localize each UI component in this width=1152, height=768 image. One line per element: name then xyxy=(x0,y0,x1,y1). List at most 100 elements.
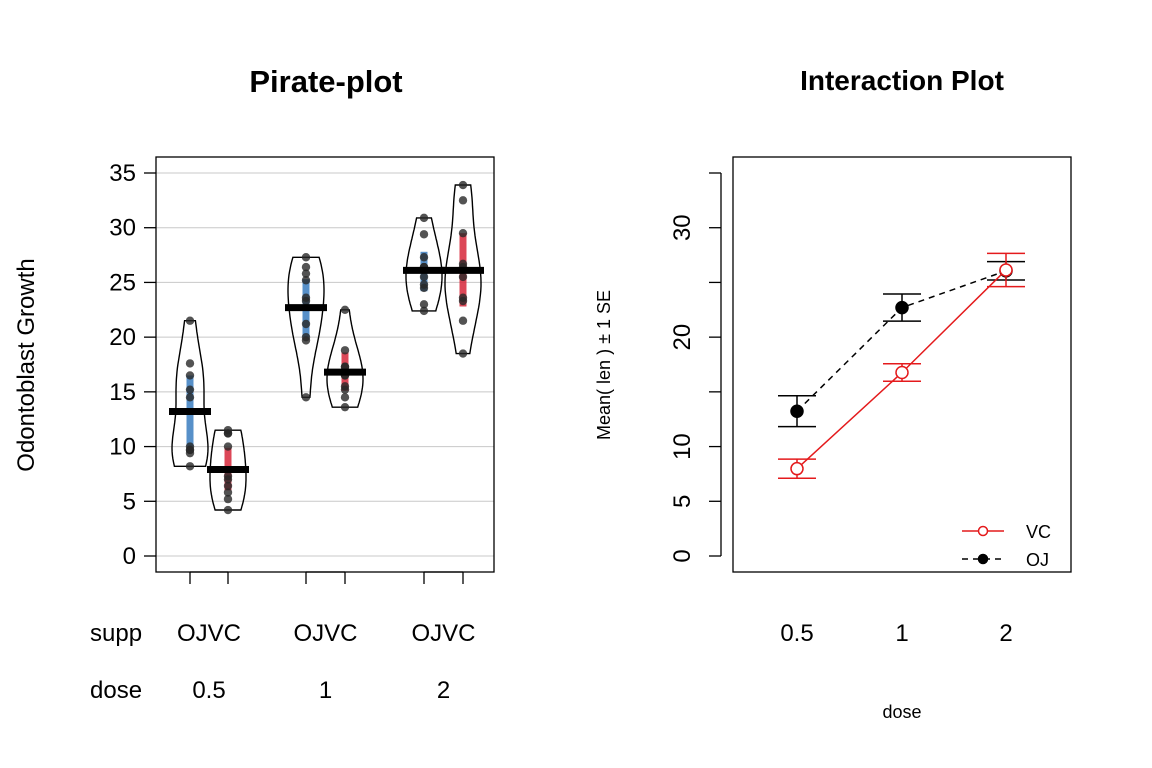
data-point xyxy=(301,319,311,329)
pirate-plot-group-labels: OJVC 0.5 OJVC 1 OJVC 2 xyxy=(177,620,476,704)
data-point xyxy=(419,306,429,316)
data-point xyxy=(185,359,195,368)
legend-marker xyxy=(977,525,989,537)
data-point xyxy=(223,505,233,515)
data-point xyxy=(419,272,429,282)
data-point xyxy=(185,385,195,394)
data-point xyxy=(419,300,429,309)
dose-group-label: 2 xyxy=(437,677,450,704)
y-tick-label: 5 xyxy=(669,495,696,508)
data-point xyxy=(340,393,350,402)
y-tick-label: 15 xyxy=(109,379,136,406)
data-point xyxy=(185,316,195,325)
pirate-plot-y-axis: 0 5 10 15 20 25 30 35 xyxy=(109,160,156,570)
data-point xyxy=(458,228,468,238)
interaction-plot-title: Interaction Plot xyxy=(800,65,1004,96)
series-vc xyxy=(778,252,1025,479)
data-point xyxy=(340,382,350,391)
interaction-plot-panel: Interaction Plot Mean( len ) ± 1 SE dose… xyxy=(594,65,1072,722)
data-point xyxy=(223,481,233,491)
data-point xyxy=(419,230,429,239)
data-point xyxy=(185,462,195,471)
data-point xyxy=(895,300,909,315)
dose-group-label: 1 xyxy=(319,677,332,704)
y-tick-label: 10 xyxy=(109,434,136,461)
supp-row-label: supp xyxy=(90,620,142,647)
data-point xyxy=(419,213,429,223)
data-point xyxy=(301,276,311,285)
data-point xyxy=(185,371,195,380)
supp-group-label: OJVC xyxy=(411,620,475,647)
legend-label: OJ xyxy=(1026,550,1049,570)
pirate-plot-beans xyxy=(169,180,484,515)
interaction-plot-legend: VC OJ xyxy=(962,522,1051,570)
data-point xyxy=(340,402,350,412)
dose-group-label: 0.5 xyxy=(192,677,225,704)
data-point xyxy=(301,293,311,302)
data-point xyxy=(301,269,311,278)
x-tick-label: 1 xyxy=(895,620,908,647)
data-point xyxy=(185,393,195,402)
supp-group-label: OJVC xyxy=(177,620,241,647)
data-point xyxy=(340,305,350,314)
y-tick-label: 35 xyxy=(109,160,136,187)
y-tick-label: 0 xyxy=(669,549,696,562)
y-tick-label: 30 xyxy=(109,215,136,242)
pirate-plot-frame xyxy=(155,156,495,573)
data-point xyxy=(458,316,468,325)
x-tick-label: 2 xyxy=(999,620,1012,647)
legend-label: VC xyxy=(1026,522,1051,542)
data-point xyxy=(301,393,311,402)
bean-outline xyxy=(444,184,482,355)
y-tick-label: 25 xyxy=(109,269,136,296)
bean-outline xyxy=(405,217,443,312)
pirate-plot-title: Pirate-plot xyxy=(249,64,402,99)
y-tick-label: 5 xyxy=(123,488,136,515)
data-point xyxy=(301,253,311,262)
pirate-plot-x-axis xyxy=(189,571,464,584)
legend-marker xyxy=(977,553,989,565)
data-point xyxy=(419,280,429,289)
data-point xyxy=(790,461,804,476)
supp-group-label: OJVC xyxy=(293,620,357,647)
data-point xyxy=(301,262,311,272)
data-point xyxy=(790,404,804,418)
y-tick-label: 30 xyxy=(669,214,696,241)
data-point xyxy=(223,425,233,435)
interaction-plot-series xyxy=(778,252,1025,479)
y-tick-label: 20 xyxy=(109,324,136,351)
pirate-plot-panel: Pirate-plot Odontoblast Growth 0 5 10 15 20 2… xyxy=(13,64,495,704)
data-point xyxy=(458,259,468,269)
data-point xyxy=(223,494,233,504)
bean-outline xyxy=(287,256,325,398)
data-point xyxy=(999,263,1013,277)
data-point xyxy=(419,253,429,262)
bean-outline xyxy=(209,429,247,511)
bean-outline xyxy=(171,320,209,467)
y-tick-label: 10 xyxy=(669,433,696,460)
y-tick-label: 20 xyxy=(669,324,696,351)
data-point xyxy=(458,293,468,302)
data-point xyxy=(185,442,195,451)
dose-row-label: dose xyxy=(90,677,142,704)
data-point xyxy=(301,332,311,342)
data-point xyxy=(458,349,468,358)
data-point xyxy=(458,180,468,190)
data-point xyxy=(458,196,468,205)
data-point xyxy=(223,488,233,497)
data-point xyxy=(223,471,233,481)
x-tick-label: 0.5 xyxy=(780,620,813,647)
y-tick-label: 0 xyxy=(123,543,136,570)
pirate-plot-gridlines xyxy=(156,172,494,557)
interaction-plot-x-axis: 0.5 1 2 xyxy=(780,620,1012,647)
data-point xyxy=(895,365,909,380)
data-point xyxy=(223,442,233,451)
pirate-plot-y-axis-label: Odontoblast Growth xyxy=(13,258,40,471)
series-line xyxy=(796,270,1007,412)
interaction-plot-y-axis-label: Mean( len ) ± 1 SE xyxy=(594,290,614,440)
interaction-plot-y-axis: 0 5 10 20 30 xyxy=(669,172,722,563)
data-point xyxy=(458,272,468,282)
interaction-plot-frame xyxy=(732,156,1072,573)
interaction-plot-x-axis-label: dose xyxy=(882,702,921,722)
